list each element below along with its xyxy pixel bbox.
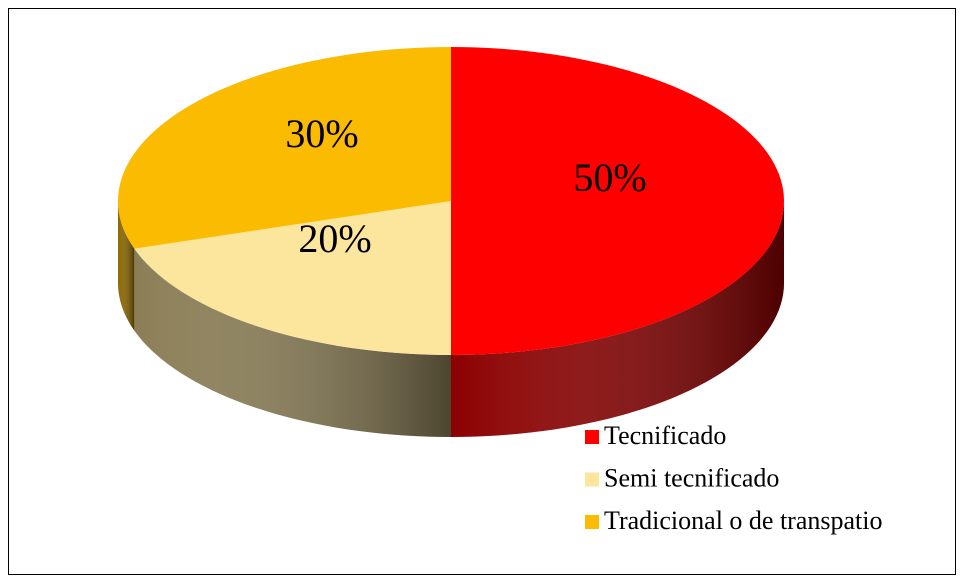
legend-swatch — [585, 430, 599, 444]
data-label: 50% — [573, 155, 646, 200]
slice-side-shade — [134, 248, 451, 437]
slice — [134, 201, 451, 355]
slice — [118, 47, 451, 249]
slice-side-shade — [118, 201, 135, 331]
legend-swatch — [585, 515, 599, 529]
legend-label: Tecnificado — [604, 421, 726, 450]
slice-side-shade — [451, 201, 784, 437]
data-label: 30% — [285, 111, 358, 156]
legend-label: Tradicional o de transpatio — [604, 506, 882, 535]
data-label: 20% — [298, 216, 371, 261]
legend-swatch — [585, 472, 599, 487]
legend-label: Semi tecnificado — [604, 463, 779, 492]
slice — [451, 47, 784, 355]
